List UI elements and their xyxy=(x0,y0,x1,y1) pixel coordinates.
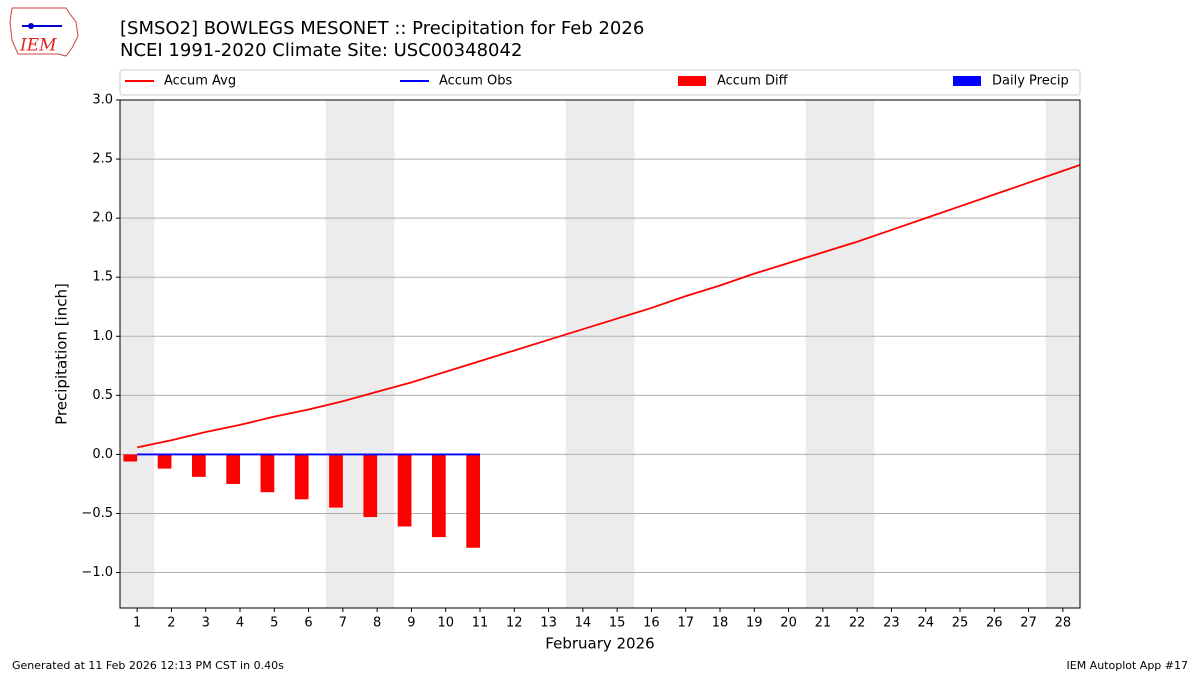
bar xyxy=(260,454,275,493)
x-tick-label: 19 xyxy=(746,616,763,631)
x-tick-label: 14 xyxy=(575,616,592,631)
bar xyxy=(157,454,172,469)
y-tick-label: 2.5 xyxy=(92,152,113,167)
logo-text: IEM xyxy=(19,36,57,56)
weekend-band xyxy=(840,100,875,608)
legend-label: Accum Avg xyxy=(164,74,236,89)
legend-label: Accum Obs xyxy=(439,74,512,89)
legend-label: Daily Precip xyxy=(992,74,1069,89)
footer-right: IEM Autoplot App #17 xyxy=(1067,659,1189,672)
x-tick-label: 16 xyxy=(643,616,660,631)
legend-label: Accum Diff xyxy=(717,74,789,89)
legend-swatch xyxy=(678,76,706,86)
x-tick-label: 4 xyxy=(236,616,244,631)
x-tick-label: 17 xyxy=(677,616,694,631)
weekend-band xyxy=(1045,100,1080,608)
x-tick-label: 27 xyxy=(1020,616,1037,631)
weekend-band xyxy=(565,100,600,608)
weekend-band xyxy=(360,100,395,608)
x-tick-label: 24 xyxy=(917,616,934,631)
x-tick-label: 7 xyxy=(339,616,347,631)
bar xyxy=(363,454,378,518)
x-tick-label: 5 xyxy=(270,616,278,631)
footer-left: Generated at 11 Feb 2026 12:13 PM CST in… xyxy=(12,659,284,672)
x-tick-label: 9 xyxy=(407,616,415,631)
x-tick-label: 10 xyxy=(437,616,454,631)
bar xyxy=(397,454,412,527)
x-tick-label: 18 xyxy=(712,616,729,631)
x-tick-label: 13 xyxy=(540,616,557,631)
y-tick-label: 1.0 xyxy=(92,329,113,344)
bar xyxy=(329,454,343,508)
x-tick-label: 21 xyxy=(815,616,832,631)
x-tick-label: 1 xyxy=(133,616,141,631)
x-tick-label: 28 xyxy=(1055,616,1072,631)
chart-title: [SMSO2] BOWLEGS MESONET :: Precipitation… xyxy=(120,18,644,39)
plot-frame xyxy=(119,99,1081,609)
weekend-band xyxy=(325,100,360,608)
x-tick-label: 22 xyxy=(849,616,866,631)
bar xyxy=(192,454,206,477)
x-tick-label: 26 xyxy=(986,616,1003,631)
x-tick-label: 25 xyxy=(952,616,969,631)
x-tick-label: 15 xyxy=(609,616,626,631)
x-tick-label: 3 xyxy=(202,616,210,631)
legend-swatch xyxy=(953,76,981,86)
x-tick-label: 8 xyxy=(373,616,381,631)
y-axis-label: Precipitation [inch] xyxy=(53,283,71,425)
bar xyxy=(466,454,480,548)
x-axis-label: February 2026 xyxy=(545,635,654,653)
logo: IEM xyxy=(9,7,79,57)
x-tick-label: 12 xyxy=(506,616,523,631)
x-tick-label: 6 xyxy=(304,616,312,631)
y-tick-label: 3.0 xyxy=(92,93,113,108)
x-tick-label: 23 xyxy=(883,616,900,631)
bar xyxy=(432,454,446,538)
x-tick-label: 20 xyxy=(780,616,797,631)
y-tick-label: −1.0 xyxy=(81,565,113,580)
weekend-band xyxy=(600,100,635,608)
y-tick-label: 0.0 xyxy=(92,447,113,462)
chart-subtitle: NCEI 1991-2020 Climate Site: USC00348042 xyxy=(120,40,522,61)
y-tick-label: −0.5 xyxy=(81,506,113,521)
x-tick-label: 2 xyxy=(167,616,175,631)
bar xyxy=(294,454,309,500)
legend-box xyxy=(119,69,1081,96)
x-tick-label: 11 xyxy=(472,616,489,631)
y-tick-label: 2.0 xyxy=(92,211,113,226)
weekend-band xyxy=(120,100,155,608)
bar xyxy=(226,454,240,484)
y-tick-label: 0.5 xyxy=(92,388,113,403)
weekend-band xyxy=(805,100,840,608)
plot-area xyxy=(120,100,1080,608)
y-tick-label: 1.5 xyxy=(92,270,113,285)
bar xyxy=(123,454,138,462)
line xyxy=(136,164,1080,449)
